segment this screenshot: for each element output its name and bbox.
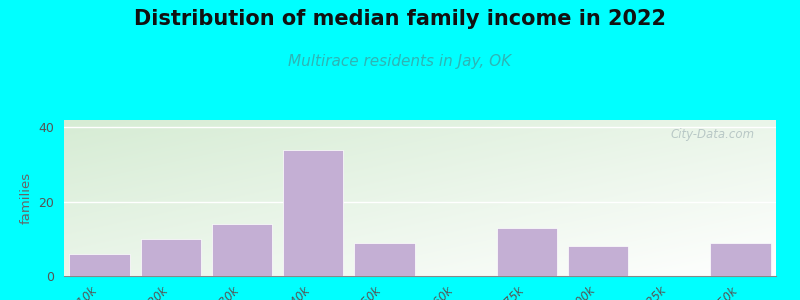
Bar — [141, 239, 201, 276]
Bar — [212, 224, 272, 276]
Text: Distribution of median family income in 2022: Distribution of median family income in … — [134, 9, 666, 29]
Text: Multirace residents in Jay, OK: Multirace residents in Jay, OK — [289, 54, 511, 69]
Bar — [568, 246, 628, 276]
Bar — [497, 228, 557, 276]
Text: City-Data.com: City-Data.com — [670, 128, 754, 141]
Bar — [70, 254, 130, 276]
Bar — [354, 243, 414, 276]
Y-axis label: families: families — [20, 172, 33, 224]
Bar — [710, 243, 770, 276]
Bar — [283, 150, 343, 276]
